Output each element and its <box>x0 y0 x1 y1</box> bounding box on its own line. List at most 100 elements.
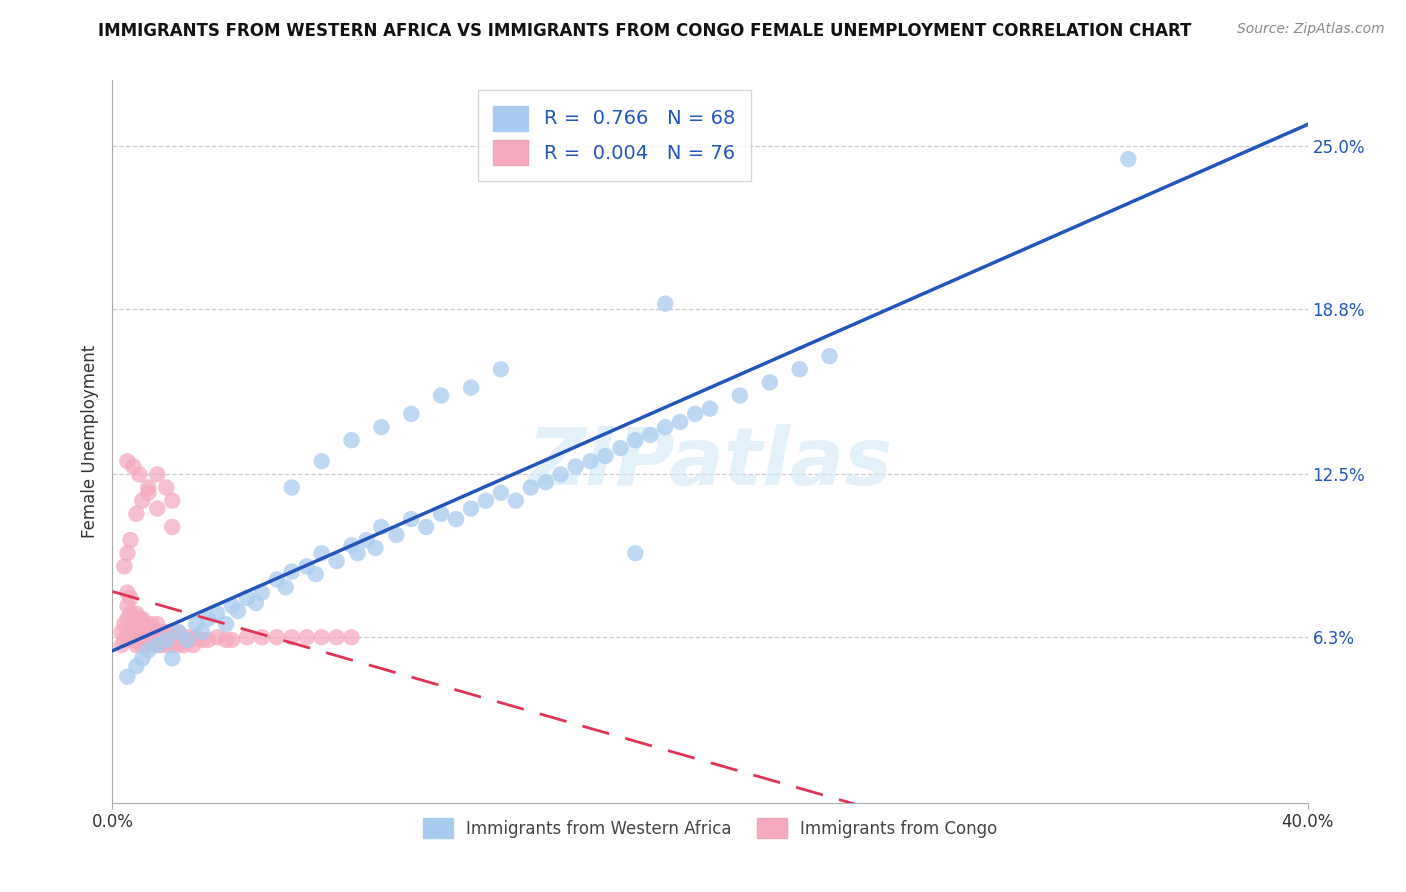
Point <box>340 538 363 552</box>
Point <box>385 528 408 542</box>
Point <box>609 441 631 455</box>
Point <box>281 481 304 495</box>
Point <box>475 493 498 508</box>
Point <box>295 559 318 574</box>
Point <box>640 428 662 442</box>
Point <box>274 580 297 594</box>
Point <box>728 388 751 402</box>
Point <box>699 401 721 416</box>
Point <box>162 651 183 665</box>
Point <box>295 630 318 644</box>
Point <box>654 296 676 310</box>
Point <box>110 638 132 652</box>
Point <box>125 507 148 521</box>
Point <box>789 362 811 376</box>
Point <box>595 449 617 463</box>
Point <box>138 638 160 652</box>
Point <box>146 632 169 647</box>
Point <box>143 625 166 640</box>
Point <box>138 625 160 640</box>
Point <box>146 638 169 652</box>
Point <box>266 630 288 644</box>
Point <box>120 591 142 605</box>
Point <box>131 493 153 508</box>
Point <box>117 670 139 684</box>
Point <box>117 585 139 599</box>
Point <box>197 632 219 647</box>
Point <box>215 617 238 632</box>
Point <box>167 638 190 652</box>
Point <box>162 625 183 640</box>
Point <box>191 625 214 640</box>
Point <box>146 501 169 516</box>
Point <box>205 630 228 644</box>
Point <box>134 617 156 632</box>
Point <box>173 638 195 652</box>
Point <box>170 632 193 647</box>
Point <box>245 596 267 610</box>
Point <box>401 512 423 526</box>
Point <box>221 599 243 613</box>
Point <box>114 617 135 632</box>
Point <box>564 459 586 474</box>
Point <box>146 617 169 632</box>
Point <box>128 630 150 644</box>
Point <box>125 659 148 673</box>
Point <box>167 625 190 640</box>
Point <box>669 415 692 429</box>
Point <box>460 501 482 516</box>
Point <box>325 554 347 568</box>
Point <box>146 467 169 482</box>
Point <box>110 625 132 640</box>
Point <box>444 512 467 526</box>
Point <box>340 434 363 448</box>
Point <box>356 533 378 547</box>
Point <box>191 632 214 647</box>
Point <box>131 651 153 665</box>
Point <box>162 638 183 652</box>
Point <box>415 520 437 534</box>
Point <box>141 617 163 632</box>
Point <box>370 520 392 534</box>
Point <box>114 559 135 574</box>
Point <box>165 632 187 647</box>
Point <box>340 630 363 644</box>
Point <box>117 546 139 560</box>
Point <box>305 567 328 582</box>
Point <box>370 420 392 434</box>
Point <box>114 632 135 647</box>
Point <box>179 632 201 647</box>
Point <box>181 638 204 652</box>
Point <box>236 630 259 644</box>
Text: ZIPatlas: ZIPatlas <box>527 425 893 502</box>
Point <box>125 625 148 640</box>
Point <box>117 599 139 613</box>
Point <box>122 632 145 647</box>
Point <box>430 507 453 521</box>
Point <box>122 459 145 474</box>
Point <box>197 612 219 626</box>
Point <box>624 434 647 448</box>
Point <box>250 630 273 644</box>
Point <box>624 546 647 560</box>
Point <box>186 617 208 632</box>
Point <box>155 481 177 495</box>
Point <box>818 349 841 363</box>
Point <box>138 485 160 500</box>
Point <box>162 520 183 534</box>
Point <box>311 546 333 560</box>
Point <box>281 630 304 644</box>
Point <box>162 493 183 508</box>
Point <box>120 625 142 640</box>
Point <box>759 376 782 390</box>
Point <box>505 493 527 508</box>
Point <box>215 632 238 647</box>
Point <box>155 632 177 647</box>
Point <box>236 591 259 605</box>
Point <box>120 607 142 621</box>
Point <box>311 630 333 644</box>
Point <box>226 604 249 618</box>
Point <box>141 632 163 647</box>
Point <box>250 585 273 599</box>
Point <box>138 481 160 495</box>
